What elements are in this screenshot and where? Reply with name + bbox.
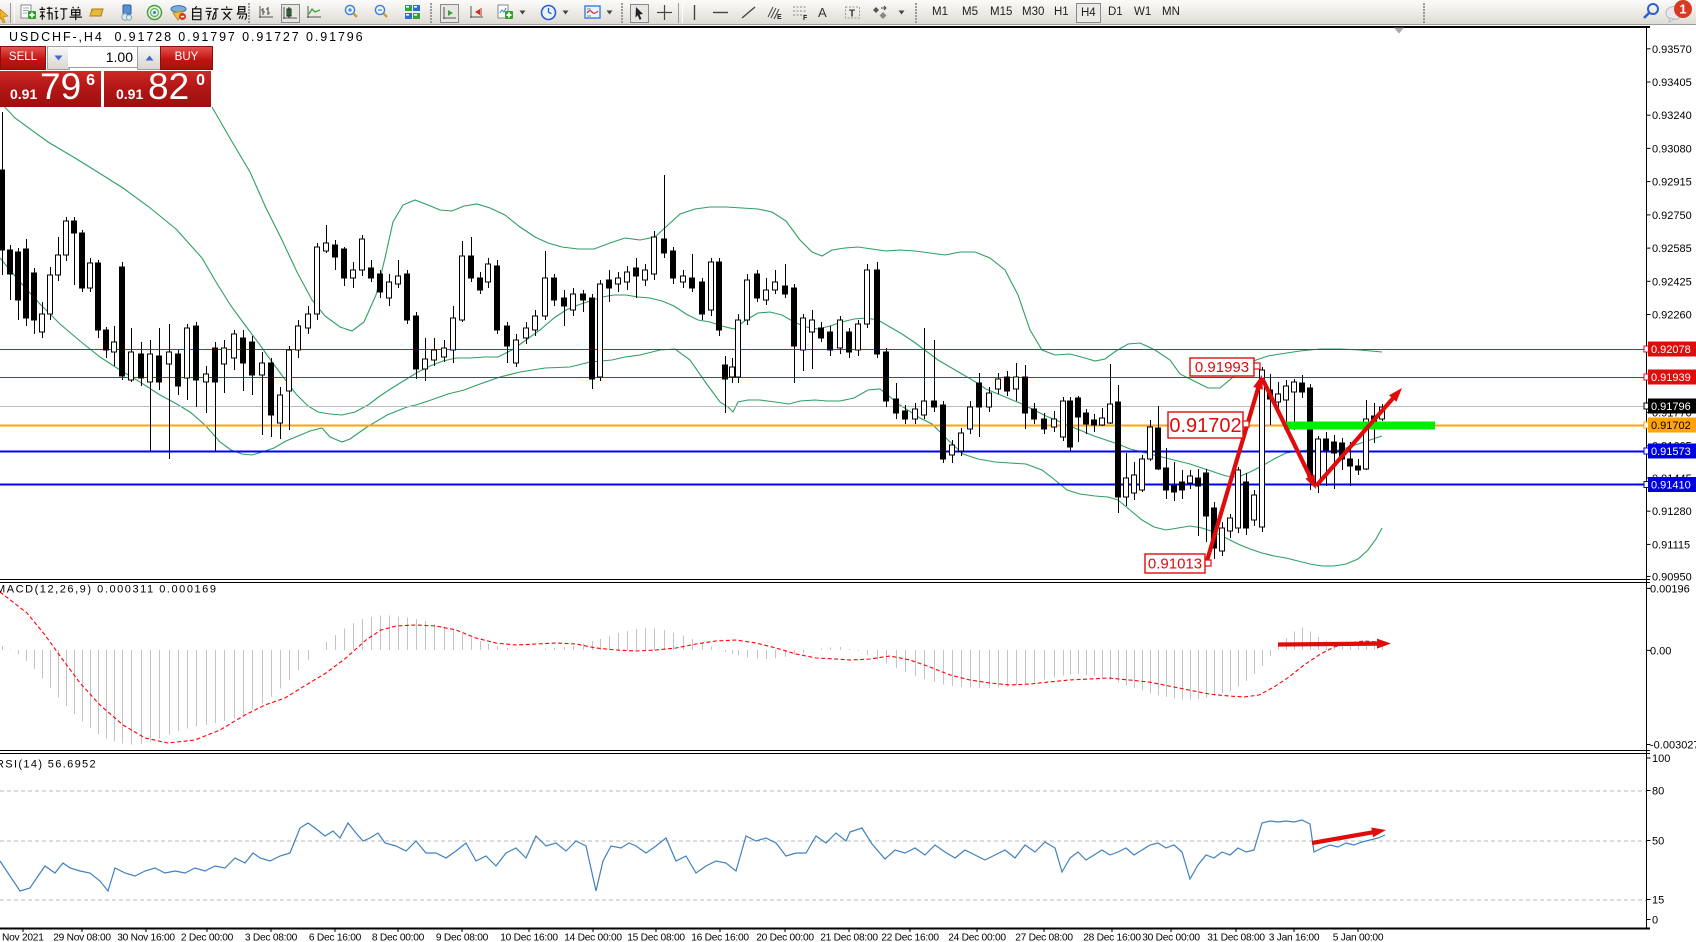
svg-text:100: 100 xyxy=(1652,753,1670,765)
svg-text:9 Dec 08:00: 9 Dec 08:00 xyxy=(436,933,489,942)
svg-text:15 Dec 08:00: 15 Dec 08:00 xyxy=(627,933,685,942)
svg-text:0.91573: 0.91573 xyxy=(1651,446,1691,458)
svg-text:0.91993: 0.91993 xyxy=(1195,359,1249,376)
svg-text:0.90950: 0.90950 xyxy=(1652,571,1692,583)
svg-text:22 Dec 16:00: 22 Dec 16:00 xyxy=(881,933,939,942)
svg-text:0.92750: 0.92750 xyxy=(1652,210,1692,222)
svg-text:80: 80 xyxy=(1652,786,1664,798)
svg-text:E: E xyxy=(777,14,782,21)
svg-text:0.91280: 0.91280 xyxy=(1652,506,1692,518)
svg-text:0.91013: 0.91013 xyxy=(1148,556,1202,573)
svg-text:0: 0 xyxy=(1652,915,1658,927)
svg-text:29 Nov 08:00: 29 Nov 08:00 xyxy=(53,933,111,942)
svg-text:27 Dec 08:00: 27 Dec 08:00 xyxy=(1015,933,1073,942)
svg-text:0.92425: 0.92425 xyxy=(1652,276,1692,288)
svg-text:0.91702: 0.91702 xyxy=(1651,420,1691,432)
svg-text:0.93570: 0.93570 xyxy=(1652,44,1692,56)
svg-text:20 Dec 00:00: 20 Dec 00:00 xyxy=(756,933,814,942)
svg-text:6 Dec 16:00: 6 Dec 16:00 xyxy=(309,933,362,942)
svg-text:0.92260: 0.92260 xyxy=(1652,310,1692,322)
svg-text:0.92078: 0.92078 xyxy=(1651,344,1691,356)
svg-text:0.92915: 0.92915 xyxy=(1652,177,1692,189)
svg-text:14 Dec 00:00: 14 Dec 00:00 xyxy=(564,933,622,942)
svg-text:F: F xyxy=(803,15,808,21)
svg-text:15: 15 xyxy=(1652,895,1664,907)
svg-text:2 Dec 00:00: 2 Dec 00:00 xyxy=(181,933,234,942)
svg-text:0.92585: 0.92585 xyxy=(1652,243,1692,255)
svg-text:1: 1 xyxy=(1679,2,1686,17)
svg-text:0.91115: 0.91115 xyxy=(1652,539,1690,551)
svg-text:-0.003027: -0.003027 xyxy=(1650,740,1696,752)
svg-text:0.91702: 0.91702 xyxy=(1169,415,1241,437)
svg-text:0.91410: 0.91410 xyxy=(1651,480,1691,492)
svg-text:USDCHF-,H4 0.91728 0.91797 0.: USDCHF-,H4 0.91728 0.91797 0.91727 0.917… xyxy=(9,30,365,44)
svg-text:0.91796: 0.91796 xyxy=(1651,401,1691,413)
svg-text:24 Dec 00:00: 24 Dec 00:00 xyxy=(948,933,1006,942)
svg-text:0.91939: 0.91939 xyxy=(1651,372,1691,384)
svg-text:31 Dec 08:00: 31 Dec 08:00 xyxy=(1207,933,1265,942)
svg-text:RSI(14) 56.6952: RSI(14) 56.6952 xyxy=(0,759,97,771)
svg-text:0.00: 0.00 xyxy=(1650,645,1671,657)
svg-text:50: 50 xyxy=(1652,836,1664,848)
svg-text:16 Dec 16:00: 16 Dec 16:00 xyxy=(691,933,749,942)
svg-text:MACD(12,26,9) 0.000311 0.00016: MACD(12,26,9) 0.000311 0.000169 xyxy=(0,584,218,596)
svg-text:30 Nov 16:00: 30 Nov 16:00 xyxy=(117,933,175,942)
svg-text:0.93240: 0.93240 xyxy=(1652,110,1692,122)
svg-text:T: T xyxy=(849,9,855,20)
svg-text:3 Dec 08:00: 3 Dec 08:00 xyxy=(245,933,298,942)
svg-text:5 Jan 00:00: 5 Jan 00:00 xyxy=(1333,933,1384,942)
svg-text:0.93080: 0.93080 xyxy=(1652,143,1692,155)
svg-text:28 Dec 16:00: 28 Dec 16:00 xyxy=(1083,933,1141,942)
svg-text:21 Dec 08:00: 21 Dec 08:00 xyxy=(820,933,878,942)
svg-text:0.93405: 0.93405 xyxy=(1652,77,1692,89)
svg-text:0.00196: 0.00196 xyxy=(1650,583,1690,595)
svg-text:Nov 2021: Nov 2021 xyxy=(2,933,44,942)
svg-text:3 Jan 16:00: 3 Jan 16:00 xyxy=(1269,933,1320,942)
svg-text:30 Dec 00:00: 30 Dec 00:00 xyxy=(1142,933,1200,942)
svg-text:8 Dec 00:00: 8 Dec 00:00 xyxy=(372,933,425,942)
svg-text:10 Dec 16:00: 10 Dec 16:00 xyxy=(500,933,558,942)
